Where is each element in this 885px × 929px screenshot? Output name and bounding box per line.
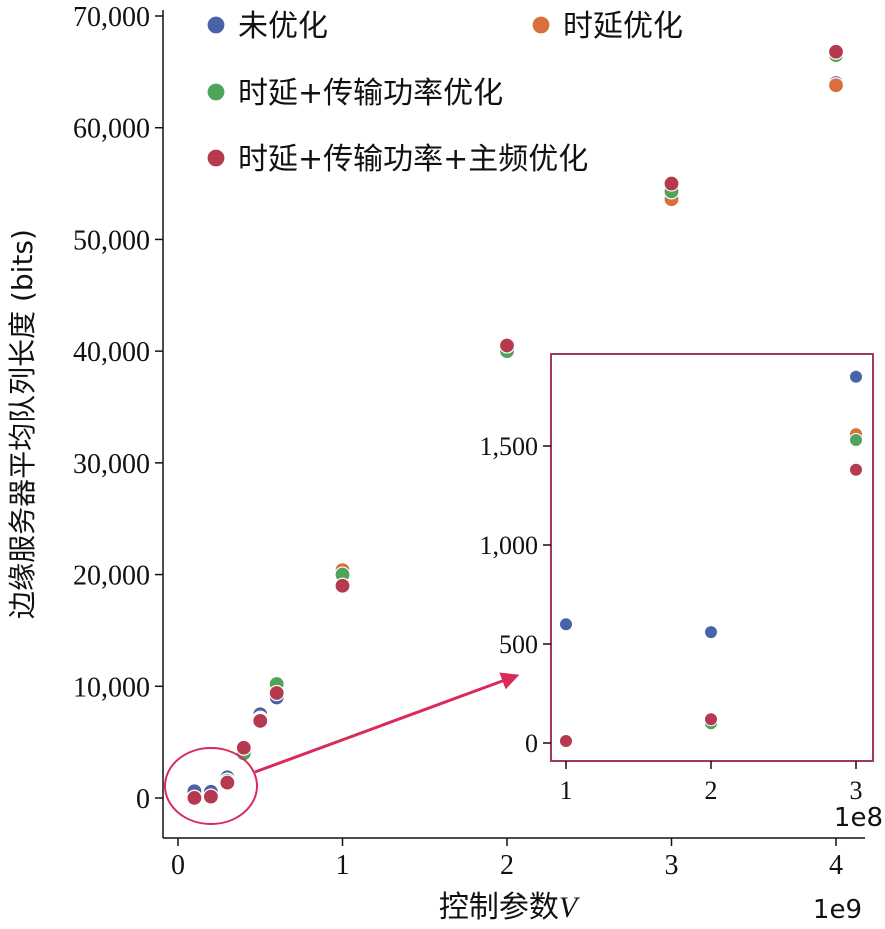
- inset-data-point: [559, 617, 573, 632]
- y-axis-title: 边缘服务器平均队列长度 (bits): [6, 229, 39, 619]
- inset-x-tick-label: 3: [850, 776, 863, 805]
- legend-marker: [531, 15, 551, 35]
- x-tick-label: 2: [500, 850, 514, 881]
- y-tick-label: 70,000: [73, 2, 150, 33]
- y-tick-label: 30,000: [73, 449, 150, 480]
- inset-x-tick-label: 2: [705, 776, 718, 805]
- y-tick-label: 60,000: [73, 114, 150, 145]
- inset-x-offset-label: 1e8: [834, 803, 883, 833]
- inset-y-tick-label: 500: [499, 630, 538, 659]
- legend-marker: [206, 82, 226, 102]
- data-point: [252, 712, 269, 730]
- x-tick-label: 4: [829, 850, 843, 881]
- legend-label: 时延+传输功率+主频优化: [238, 142, 588, 177]
- data-point: [498, 337, 516, 354]
- x-tick-label: 3: [665, 850, 679, 881]
- inset-data-point: [849, 369, 863, 384]
- inset-frame: [550, 353, 874, 762]
- inset-y-ticks: 0 500 1,000 1,500: [480, 432, 551, 758]
- y-tick-label: 20,000: [73, 561, 150, 592]
- y-tick-label: 0: [136, 784, 150, 815]
- data-point: [219, 774, 236, 791]
- y-tick-label: 50,000: [73, 225, 150, 256]
- x-offset-label: 1e9: [813, 895, 862, 925]
- zoom-ellipse: [164, 747, 258, 825]
- y-ticks: 0 10,000 20,000 30,000 40,000 50,000 60,000 70,…: [73, 2, 163, 815]
- inset-data-point: [704, 712, 718, 727]
- inset-data-point: [704, 625, 718, 640]
- main-points: [186, 43, 845, 806]
- legend-marker: [206, 148, 226, 168]
- data-point: [202, 788, 219, 805]
- inset-chart: 1 2 3 0 500 1,000 1,500 1e8: [480, 353, 883, 833]
- x-tick-label: 1: [336, 850, 350, 881]
- legend-label: 时延+传输功率优化: [238, 76, 503, 111]
- x-axis-title-text: 控制参数: [439, 890, 559, 925]
- inset-data-point: [559, 734, 573, 749]
- inset-data-point: [849, 433, 863, 448]
- data-point: [827, 77, 845, 94]
- data-point: [235, 739, 252, 756]
- x-axis-title: 控制参数V: [439, 890, 581, 925]
- data-point: [334, 577, 351, 594]
- data-point: [186, 789, 203, 806]
- inset-y-tick-label: 0: [525, 729, 538, 758]
- legend-label: 未优化: [238, 9, 328, 44]
- legend-label: 时延优化: [563, 9, 683, 44]
- inset-x-tick-label: 1: [560, 776, 573, 805]
- inset-x-ticks: 1 2 3: [560, 761, 863, 805]
- zoom-arrow: [254, 672, 520, 774]
- data-point: [268, 684, 285, 702]
- inset-points: [559, 369, 863, 749]
- data-point: [827, 43, 845, 60]
- y-tick-label: 40,000: [73, 337, 150, 368]
- x-tick-label: 0: [171, 850, 185, 881]
- x-ticks: 0 1 2 3 4: [171, 838, 843, 881]
- x-axis-variable: V: [559, 891, 581, 924]
- inset-y-tick-label: 1,500: [480, 432, 539, 461]
- legend-marker: [206, 15, 226, 35]
- y-tick-label: 10,000: [73, 672, 150, 703]
- inset-data-point: [849, 462, 863, 477]
- inset-y-tick-label: 1,000: [480, 531, 539, 560]
- data-point: [663, 175, 680, 192]
